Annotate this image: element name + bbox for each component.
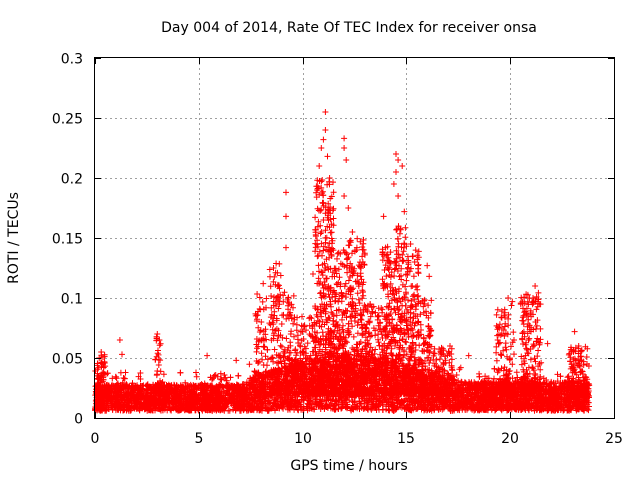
data-point bbox=[160, 371, 167, 378]
data-point bbox=[300, 336, 307, 342]
data-point bbox=[120, 375, 127, 381]
chart-title: Day 004 of 2014, Rate Of TEC Index for r… bbox=[161, 20, 537, 36]
data-point bbox=[246, 361, 253, 368]
data-point bbox=[135, 373, 142, 380]
points-layer bbox=[92, 109, 593, 414]
data-point bbox=[262, 353, 269, 360]
data-point bbox=[413, 405, 419, 412]
data-point bbox=[453, 372, 460, 378]
data-point bbox=[117, 369, 124, 376]
data-point bbox=[193, 373, 200, 380]
data-point bbox=[109, 375, 116, 382]
data-point bbox=[564, 374, 571, 381]
data-point bbox=[137, 370, 144, 376]
data-point bbox=[372, 346, 379, 353]
data-point bbox=[513, 369, 520, 376]
data-point bbox=[217, 370, 224, 377]
grid-layer bbox=[95, 58, 614, 418]
